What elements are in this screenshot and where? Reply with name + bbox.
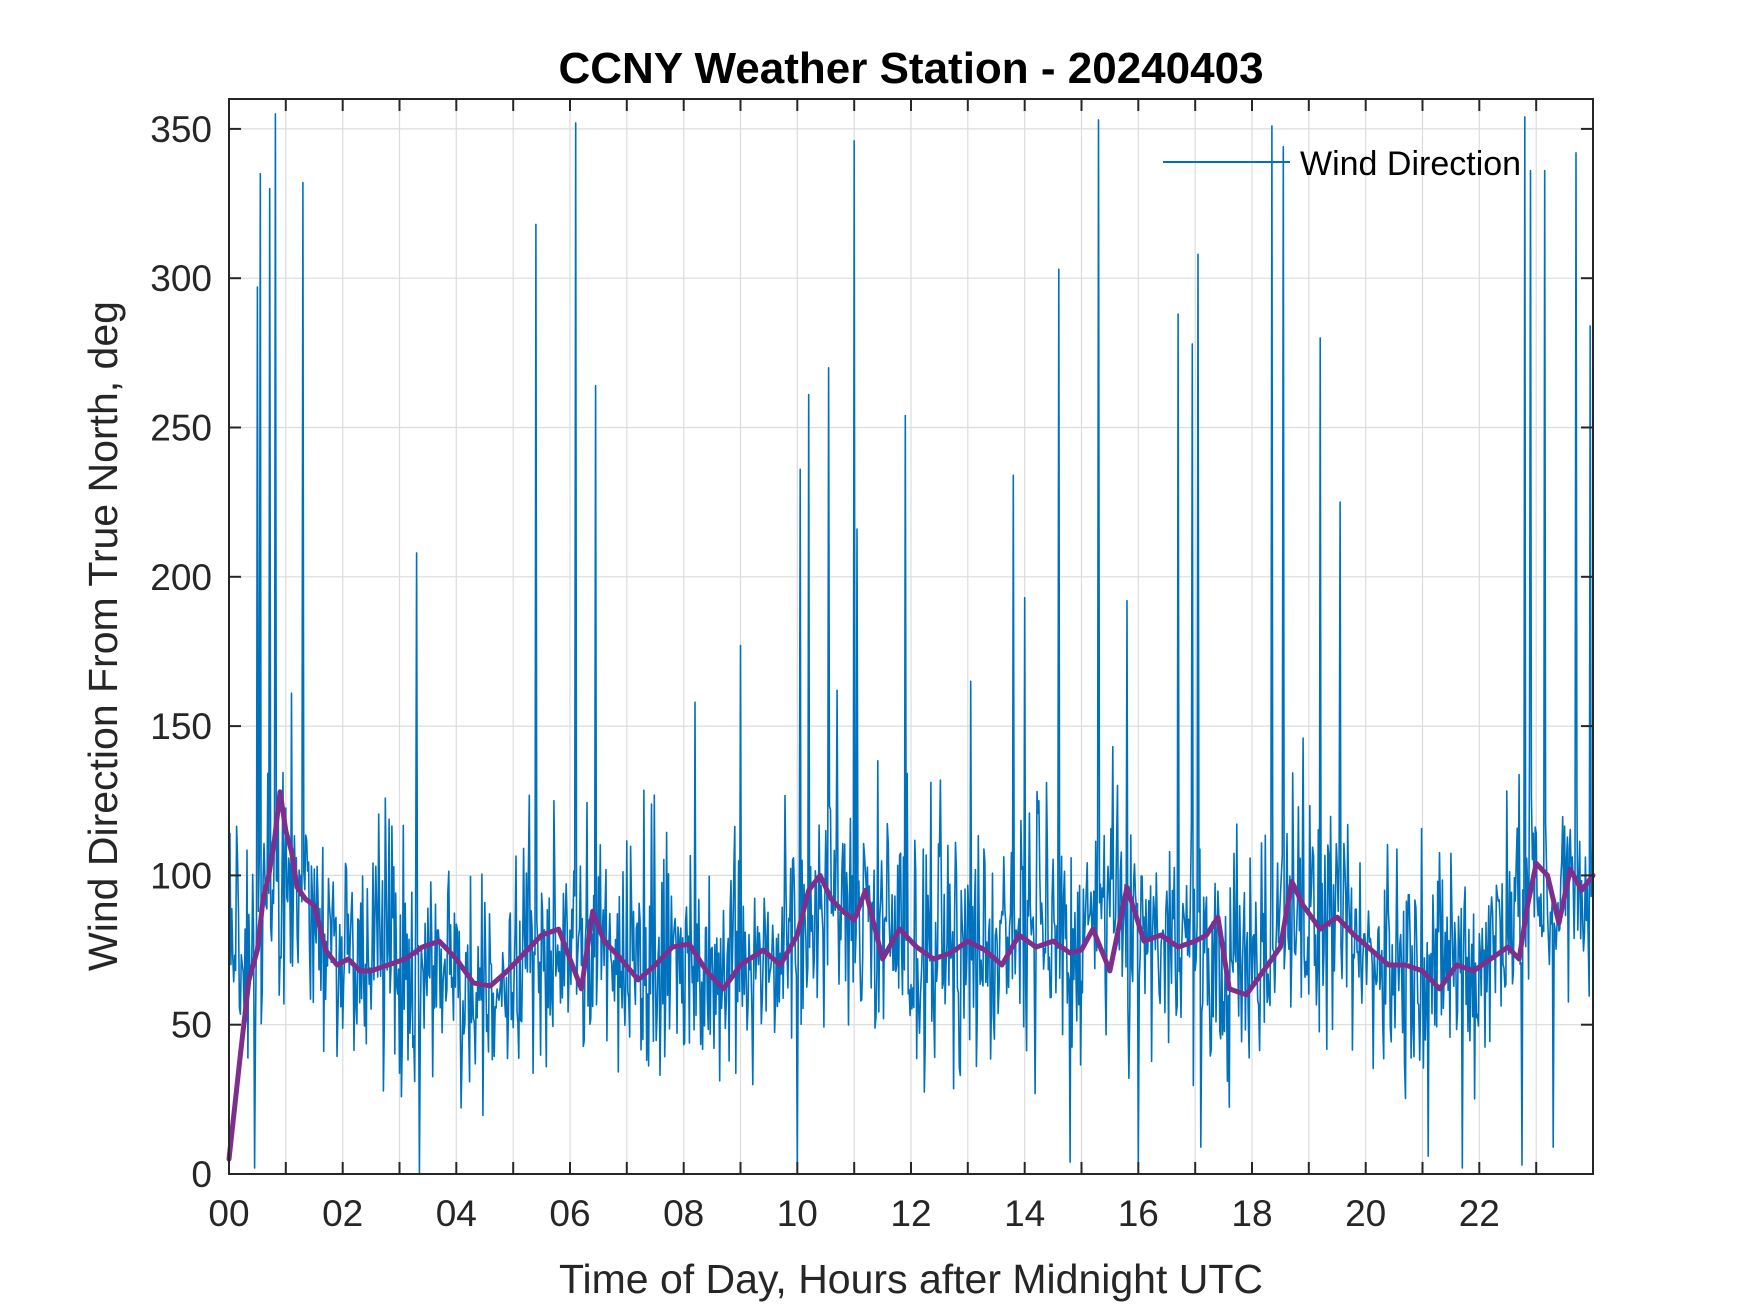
y-tick-label: 250 xyxy=(150,408,212,449)
y-tick-label: 100 xyxy=(150,855,212,896)
y-tick-label: 0 xyxy=(191,1154,212,1195)
smoothed-wind-direction-series xyxy=(226,789,1596,1162)
x-tick-labels: 00 02 04 06 08 10 12 14 16 18 20 22 xyxy=(208,1193,1499,1234)
x-tick-label: 02 xyxy=(322,1193,363,1234)
y-tick-labels: 0 50 100 150 200 250 300 350 xyxy=(150,109,212,1195)
x-tick-label: 04 xyxy=(436,1193,477,1234)
x-tick-label: 18 xyxy=(1231,1193,1272,1234)
x-tick-label: 22 xyxy=(1459,1193,1500,1234)
x-tick-label: 06 xyxy=(549,1193,590,1234)
y-tick-label: 200 xyxy=(150,557,212,598)
x-tick-label: 16 xyxy=(1118,1193,1159,1234)
x-axis-label: Time of Day, Hours after Midnight UTC xyxy=(559,1256,1263,1302)
smoothed-wind-direction-line xyxy=(226,789,1596,1162)
chart-title: CCNY Weather Station - 20240403 xyxy=(558,44,1263,93)
x-tick-label: 20 xyxy=(1345,1193,1386,1234)
x-tick-label: 08 xyxy=(663,1193,704,1234)
x-tick-label: 14 xyxy=(1004,1193,1045,1234)
y-axis-label: Wind Direction From True North, deg xyxy=(80,301,126,971)
y-tick-label: 300 xyxy=(150,258,212,299)
y-tick-label: 350 xyxy=(150,109,212,150)
x-tick-label: 00 xyxy=(208,1193,249,1234)
x-tick-label: 12 xyxy=(890,1193,931,1234)
axis-ticks xyxy=(229,99,1593,1175)
y-tick-label: 50 xyxy=(171,1005,212,1046)
x-tick-label: 10 xyxy=(777,1193,818,1234)
y-tick-label: 150 xyxy=(150,706,212,747)
legend-label-wind-direction: Wind Direction xyxy=(1300,145,1521,183)
legend: Wind Direction xyxy=(1163,145,1521,183)
